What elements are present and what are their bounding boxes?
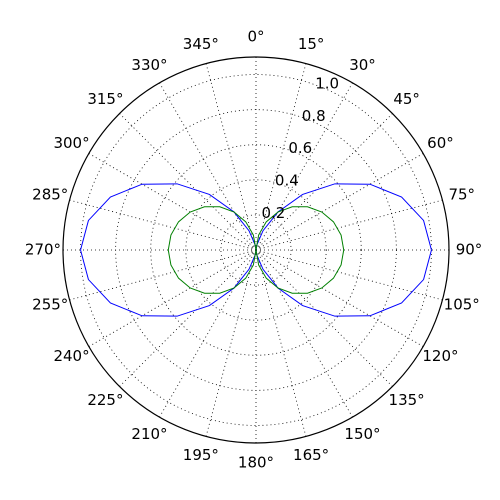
theta-grid-line [255,249,443,301]
theta-tick-label: 30° [349,56,376,74]
theta-grid-line [255,249,307,437]
theta-tick-label: 345° [183,35,219,53]
theta-grid-line [255,113,393,251]
r-tick-label: 1.0 [315,74,339,92]
theta-tick-label: 15° [298,35,325,53]
theta-grid-line [119,249,257,387]
theta-tick-label: 240° [53,347,89,365]
theta-tick-label: 330° [131,56,167,74]
theta-grid-line [255,153,424,251]
theta-grid-line [88,153,257,251]
theta-grid-line [69,199,257,251]
theta-grid-line [255,199,443,251]
theta-tick-label: 75° [448,185,475,203]
r-tick-label: 0.6 [288,139,312,157]
r-tick-label: 0.8 [302,107,326,125]
theta-tick-label: 45° [393,90,420,108]
r-grid-line [150,144,362,356]
theta-grid-line [255,82,353,251]
theta-grid-line [159,249,257,418]
theta-tick-label: 315° [87,90,123,108]
theta-grid-line [255,63,307,251]
theta-tick-label: 300° [53,134,89,152]
theta-grid-line [205,249,257,437]
theta-grid-line [88,249,257,347]
theta-grid-line [69,249,257,301]
theta-tick-label: 255° [32,296,68,314]
theta-tick-label: 285° [32,185,68,203]
theta-tick-label: 150° [344,425,380,443]
r-grid-line [185,179,327,321]
theta-tick-label: 225° [87,391,123,409]
r-tick-label: 0.2 [261,204,285,222]
theta-tick-label: 135° [389,391,425,409]
theta-tick-label: 0° [247,28,264,46]
r-grid-line [115,109,397,391]
theta-tick-label: 195° [183,446,219,464]
theta-tick-label: 105° [444,296,480,314]
theta-grid-line [159,82,257,251]
theta-tick-label: 270° [25,241,61,259]
theta-tick-label: 120° [422,347,458,365]
outer-frame [62,56,450,444]
r-tick-label: 0.4 [275,172,299,190]
theta-grid-line [255,249,424,347]
theta-grid-line [205,63,257,251]
r-grid-line [220,214,292,286]
theta-tick-label: 90° [456,241,483,259]
theta-tick-label: 165° [293,446,329,464]
theta-grid-line [119,113,257,251]
series-line [167,206,345,294]
theta-tick-label: 180° [238,454,274,472]
theta-grid-line [255,249,353,418]
theta-tick-label: 60° [427,134,454,152]
theta-grid-line [255,249,393,387]
theta-tick-label: 210° [131,425,167,443]
